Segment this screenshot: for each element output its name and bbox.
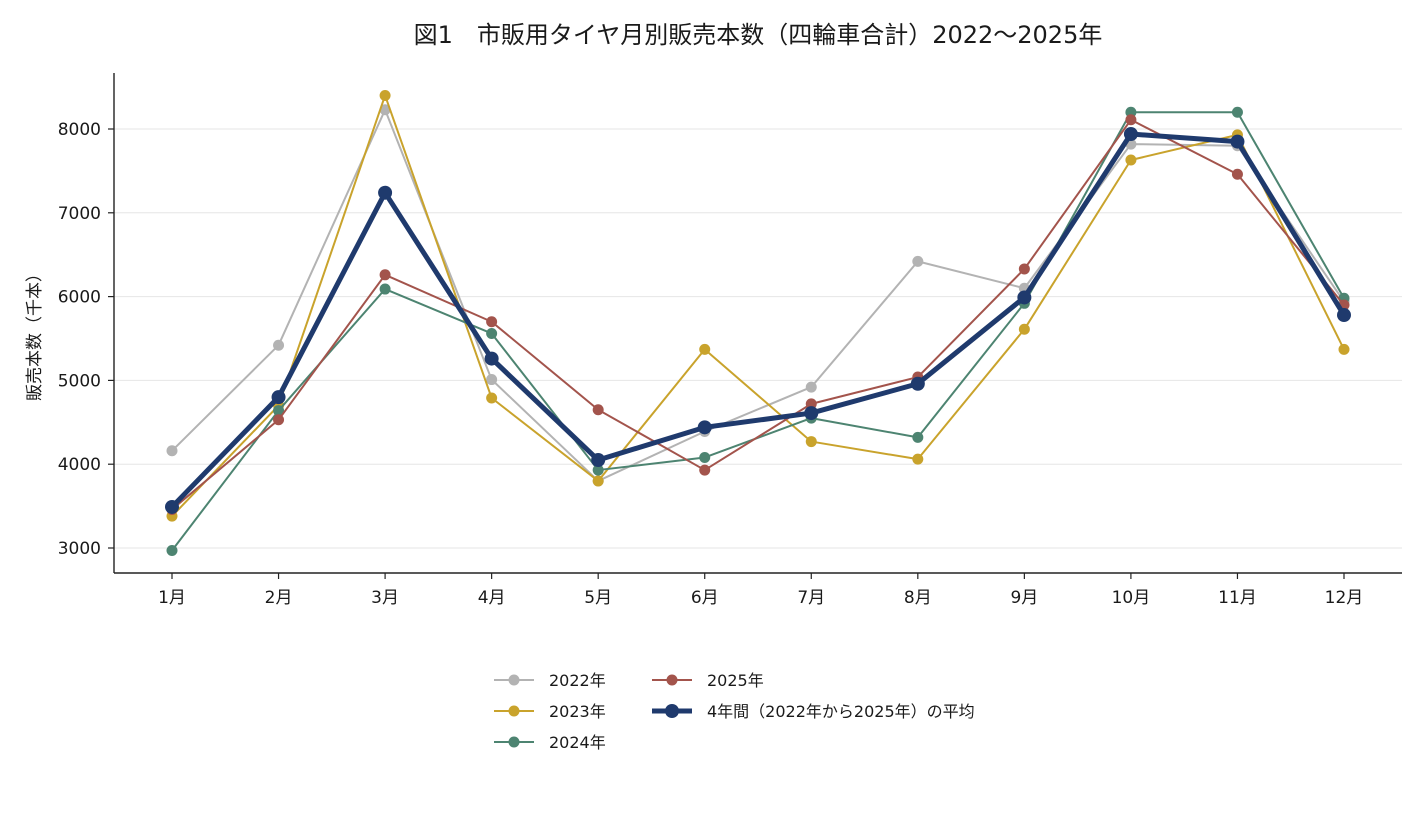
data-point bbox=[1231, 168, 1243, 180]
data-point bbox=[1125, 154, 1137, 166]
data-point bbox=[271, 390, 286, 405]
data-point bbox=[1125, 114, 1137, 126]
data-point bbox=[804, 406, 819, 421]
x-tick-label: 9月 bbox=[1010, 588, 1038, 608]
legend-label: 4年間（2022年から2025年）の平均 bbox=[707, 702, 975, 721]
x-tick-label: 4月 bbox=[478, 588, 506, 608]
data-point bbox=[592, 464, 604, 476]
series-line bbox=[171, 94, 1345, 518]
legend-item: 4年間（2022年から2025年）の平均 bbox=[652, 702, 975, 721]
data-point bbox=[486, 392, 498, 404]
axes: 3000 4000 5000 6000 7000 8000 1月 2月 3月 4月 5月 6月 7月 8月… bbox=[58, 73, 1402, 608]
data-point bbox=[805, 436, 817, 448]
data-point bbox=[1017, 290, 1032, 305]
data-point bbox=[699, 464, 711, 476]
legend-marker bbox=[508, 705, 520, 717]
data-point bbox=[805, 398, 817, 410]
legend-label: 2024年 bbox=[549, 733, 606, 752]
legend-label: 2025年 bbox=[707, 671, 764, 690]
series-line bbox=[169, 131, 1347, 510]
y-tick-label: 7000 bbox=[58, 204, 101, 224]
legend-item: 2023年 bbox=[494, 702, 606, 721]
data-point bbox=[379, 269, 391, 281]
y-tick-label: 4000 bbox=[58, 455, 101, 475]
data-point bbox=[699, 343, 711, 355]
y-tick-label: 8000 bbox=[58, 120, 101, 140]
data-point bbox=[486, 374, 498, 386]
legend: 2022年 2023年 2024年 2025年 4年間（2022年から2025年）の平均 bbox=[494, 671, 975, 752]
legend-label: 2022年 bbox=[549, 671, 606, 690]
y-tick-label: 5000 bbox=[58, 371, 101, 391]
y-axis-label: 販売本数（千本） bbox=[25, 265, 45, 401]
x-tick-label: 8月 bbox=[904, 588, 932, 608]
data-point bbox=[486, 316, 498, 328]
legend-marker bbox=[508, 674, 520, 686]
data-point bbox=[912, 255, 924, 267]
data-point bbox=[1123, 127, 1138, 142]
x-tick-label: 12月 bbox=[1325, 588, 1364, 608]
x-tick-label: 7月 bbox=[797, 588, 825, 608]
x-tick-label: 5月 bbox=[584, 588, 612, 608]
data-point bbox=[1125, 106, 1137, 118]
data-point bbox=[1231, 106, 1243, 118]
y-tick-label: 6000 bbox=[58, 288, 101, 308]
data-point bbox=[273, 414, 285, 426]
data-point bbox=[1337, 308, 1351, 323]
series-line bbox=[171, 118, 1345, 511]
legend-label: 2023年 bbox=[549, 702, 606, 721]
legend-marker bbox=[508, 736, 520, 748]
series-group bbox=[166, 104, 1350, 487]
data-point bbox=[273, 339, 285, 351]
series-layer bbox=[165, 89, 1351, 557]
series-line bbox=[171, 108, 1345, 482]
x-tick-label: 11月 bbox=[1218, 588, 1257, 608]
data-point bbox=[484, 351, 499, 366]
data-point bbox=[1338, 343, 1350, 355]
data-point bbox=[912, 453, 924, 465]
data-point bbox=[1018, 323, 1030, 335]
data-point bbox=[699, 451, 711, 463]
data-point bbox=[165, 499, 179, 514]
series-group bbox=[165, 127, 1351, 514]
x-tick-label: 2月 bbox=[265, 588, 293, 608]
data-point bbox=[805, 381, 817, 393]
data-point bbox=[1230, 134, 1245, 149]
series-group bbox=[166, 89, 1350, 522]
data-point bbox=[592, 475, 604, 487]
x-tick-label: 3月 bbox=[371, 588, 399, 608]
x-tick-label: 1月 bbox=[158, 588, 186, 608]
series-group bbox=[166, 114, 1350, 515]
legend-marker bbox=[666, 674, 678, 686]
x-tick-label: 10月 bbox=[1112, 588, 1151, 608]
data-point bbox=[379, 89, 391, 101]
data-point bbox=[1018, 263, 1030, 275]
x-tick-label: 6月 bbox=[691, 588, 719, 608]
data-point bbox=[912, 431, 924, 443]
legend-item: 2022年 bbox=[494, 671, 606, 690]
data-point bbox=[697, 420, 712, 435]
data-point bbox=[379, 104, 391, 116]
y-tick-label: 3000 bbox=[58, 539, 101, 559]
legend-marker bbox=[665, 704, 679, 718]
data-point bbox=[379, 283, 391, 295]
data-point bbox=[166, 445, 178, 457]
data-point bbox=[592, 404, 604, 416]
legend-item: 2025年 bbox=[652, 671, 764, 690]
data-point bbox=[910, 376, 925, 391]
data-point bbox=[273, 405, 285, 417]
data-point bbox=[486, 327, 498, 339]
data-point bbox=[166, 545, 178, 557]
data-point bbox=[591, 453, 606, 468]
data-point bbox=[378, 185, 393, 200]
legend-item: 2024年 bbox=[494, 733, 606, 752]
chart-title: 図1 市販用タイヤ月別販売本数（四輪車合計）2022〜2025年 bbox=[414, 21, 1103, 49]
series-line bbox=[171, 111, 1345, 552]
